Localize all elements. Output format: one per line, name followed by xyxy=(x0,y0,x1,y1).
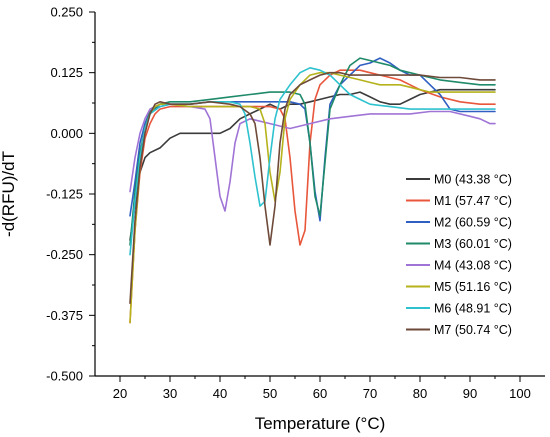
x-tick-label: 90 xyxy=(463,386,477,401)
x-axis-ticks: 20 30 40 50 60 70 80 90 100 xyxy=(113,376,531,401)
x-tick-label: 50 xyxy=(263,386,277,401)
legend-label: M7 (50.74 °C) xyxy=(434,323,512,337)
x-tick-label: 20 xyxy=(113,386,127,401)
series-line-m7 xyxy=(129,71,496,304)
series-line-m1 xyxy=(129,69,496,324)
legend: M0 (43.38 °C) M1 (57.47 °C) M2 (60.59 °C) M… xyxy=(406,173,512,337)
series-layer xyxy=(129,57,496,324)
y-tick-label: 0.000 xyxy=(50,126,83,141)
x-axis-title: Temperature (°C) xyxy=(255,414,386,433)
series-line-m6 xyxy=(129,67,496,256)
x-tick-label: 70 xyxy=(363,386,377,401)
x-tick-label: 40 xyxy=(213,386,227,401)
y-axis-title: -d(RFU)/dT xyxy=(0,151,18,237)
y-tick-label: 0.250 xyxy=(50,5,83,20)
x-tick-label: 60 xyxy=(313,386,327,401)
legend-label: M1 (57.47 °C) xyxy=(434,194,512,208)
y-tick-label: -0.500 xyxy=(46,369,83,384)
y-tick-label: -0.375 xyxy=(46,308,83,323)
x-tick-label: 80 xyxy=(413,386,427,401)
legend-label: M3 (60.01 °C) xyxy=(434,237,512,251)
legend-label: M5 (51.16 °C) xyxy=(434,280,512,294)
series-line-m5 xyxy=(129,71,496,324)
x-tick-label: 100 xyxy=(509,386,531,401)
x-tick-label: 30 xyxy=(163,386,177,401)
y-axis-ticks: 0.250 0.125 0.000 -0.125 -0.250 -0.375 -0.500 xyxy=(46,5,95,384)
y-tick-label: -0.125 xyxy=(46,187,83,202)
legend-label: M6 (48.91 °C) xyxy=(434,302,512,316)
legend-label: M4 (43.08 °C) xyxy=(434,259,512,273)
y-tick-label: 0.125 xyxy=(50,65,83,80)
y-tick-label: -0.250 xyxy=(46,247,83,262)
legend-label: M2 (60.59 °C) xyxy=(434,216,512,230)
legend-label: M0 (43.38 °C) xyxy=(434,173,512,187)
